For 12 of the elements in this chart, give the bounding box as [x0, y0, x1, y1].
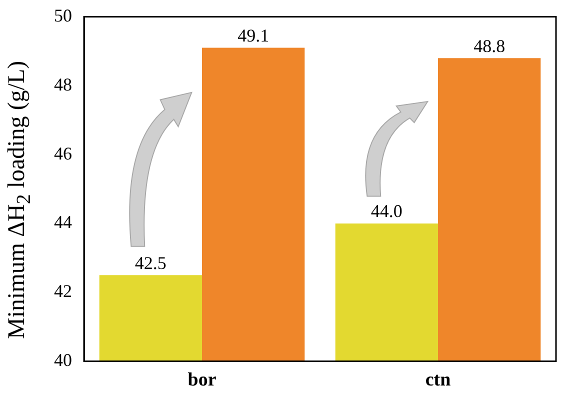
- x-tick-label: bor: [188, 370, 217, 391]
- data-label: 44.0: [370, 201, 402, 222]
- y-tick-label: 50: [54, 6, 72, 26]
- data-label: 49.1: [238, 26, 270, 46]
- y-tick-label: 40: [54, 350, 72, 370]
- x-tick-label: ctn: [425, 370, 452, 391]
- y-tick-label: 48: [54, 74, 72, 94]
- y-tick-label: 42: [54, 281, 72, 302]
- data-label: 48.8: [474, 36, 506, 56]
- data-label: 42.5: [134, 252, 166, 273]
- y-tick-label: 46: [54, 143, 72, 164]
- y-tick-label: 44: [54, 212, 72, 232]
